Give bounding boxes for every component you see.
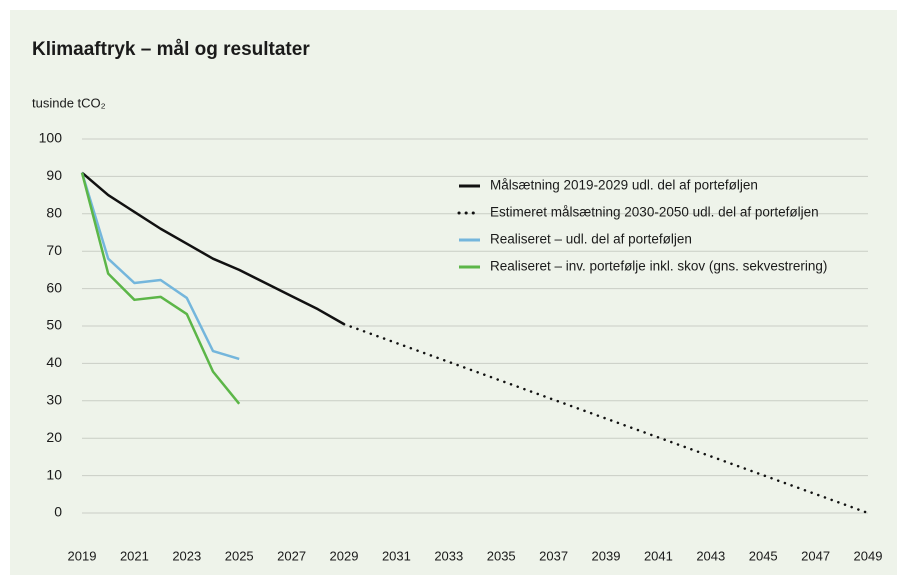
legend-label: Estimeret målsætning 2030-2050 udl. del … xyxy=(490,205,819,220)
x-tick-label: 2045 xyxy=(749,548,778,563)
x-tick-label: 2021 xyxy=(120,548,149,563)
legend-label: Målsætning 2019-2029 udl. del af portefø… xyxy=(490,178,758,193)
x-tick-label: 2047 xyxy=(801,548,830,563)
y-tick-label: 50 xyxy=(46,317,62,333)
y-tick-label: 100 xyxy=(39,130,63,146)
line-series xyxy=(81,171,345,326)
x-tick-label: 2041 xyxy=(644,548,673,563)
x-tick-label: 2043 xyxy=(696,548,725,563)
x-tick-label: 2035 xyxy=(487,548,516,563)
x-tick-label: 2049 xyxy=(854,548,883,563)
x-tick-label: 2029 xyxy=(330,548,359,563)
y-tick-label: 0 xyxy=(54,504,62,520)
y-tick-label: 10 xyxy=(46,466,62,482)
x-tick-label: 2031 xyxy=(382,548,411,563)
x-tick-label: 2025 xyxy=(225,548,254,563)
chart-background xyxy=(10,10,897,575)
legend-label: Realiseret – udl. del af porteføljen xyxy=(490,232,692,247)
y-tick-label: 20 xyxy=(46,429,62,445)
line-series xyxy=(342,322,870,515)
chart-title: Klimaaftryk – mål og resultater xyxy=(32,39,310,60)
x-tick-label: 2033 xyxy=(434,548,463,563)
y-tick-label: 30 xyxy=(46,392,62,408)
legend-label: Realiseret – inv. portefølje inkl. skov … xyxy=(490,259,827,274)
x-tick-label: 2027 xyxy=(277,548,306,563)
x-tick-label: 2023 xyxy=(172,548,201,563)
y-tick-label: 90 xyxy=(46,167,62,183)
y-tick-label: 70 xyxy=(46,242,62,258)
x-tick-label: 2039 xyxy=(592,548,621,563)
line-series xyxy=(80,172,240,361)
x-tick-label: 2037 xyxy=(539,548,568,563)
y-tick-label: 40 xyxy=(46,354,62,370)
line-series xyxy=(80,172,241,405)
y-tick-label: 80 xyxy=(46,205,62,221)
y-axis-label: tusinde tCO₂ xyxy=(32,95,106,110)
y-tick-label: 60 xyxy=(46,279,62,295)
x-tick-label: 2019 xyxy=(68,548,97,563)
